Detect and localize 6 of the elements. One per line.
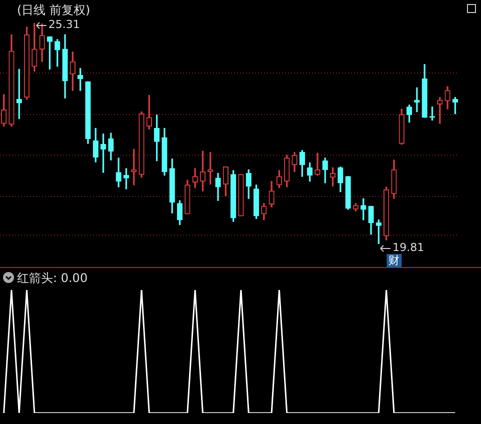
annotation: 19.81 (392, 240, 424, 254)
annotation: 25.31 (48, 18, 80, 31)
candlestick (314, 152, 320, 176)
chart-title: (日线 前复权) (17, 2, 90, 19)
chart-title: 红箭头: 0.00 (17, 270, 88, 287)
text: 财 (388, 254, 400, 267)
